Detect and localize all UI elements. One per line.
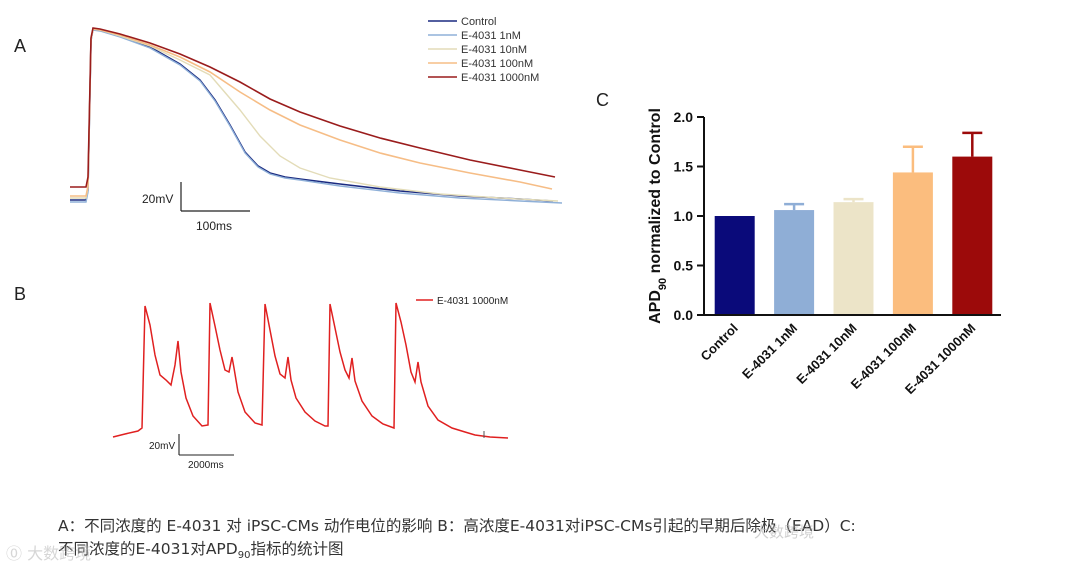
legend-a-label-1000nm: E-4031 1000nM	[461, 72, 539, 84]
y-axis-title-rest: normalized to Control	[647, 108, 664, 278]
panel-b-legend: E-4031 1000nM	[416, 296, 508, 307]
legend-a-label-1nm: E-4031 1nM	[461, 30, 521, 42]
y-tick-label-3: 1.5	[674, 159, 694, 175]
y-tick-label-4: 2.0	[674, 109, 694, 125]
bar-1	[774, 210, 815, 315]
panel-a-scale-bar: 20mV 100ms	[142, 182, 250, 233]
panel-c-letter: C	[596, 90, 609, 110]
watermark-right: 大数跨境	[754, 523, 815, 541]
bar-layer	[714, 131, 993, 315]
panel-a-traces	[70, 27, 563, 204]
caption-line-1: A：不同浓度的 E-4031 对 iPSC-CMs 动作电位的影响 B：高浓度E…	[58, 517, 856, 535]
trace-b-1000nm	[112, 302, 509, 439]
legend-a-label-control: Control	[461, 16, 496, 28]
legend-a-label-100nm: E-4031 100nM	[461, 58, 533, 70]
y-tick-label-1: 0.5	[674, 258, 694, 274]
panel-b-scale-bar: 20mV 2000ms	[149, 434, 234, 471]
panel-a-letter: A	[14, 36, 26, 56]
caption-line-2-pre: 不同浓度的E-4031对APD	[58, 540, 238, 558]
x-tick-label-2: E-4031 10nM	[793, 321, 859, 387]
watermark-left: ⓪ 大数跨境	[6, 544, 92, 563]
bar-3	[892, 172, 933, 315]
panel-b-scale-voltage: 20mV	[149, 441, 175, 452]
bar-0	[714, 216, 755, 315]
panel-a-legend: Control E-4031 1nM E-4031 10nM E-4031 10…	[428, 16, 539, 84]
caption-line-2-post: 指标的统计图	[250, 540, 344, 558]
y-axis-title-main: APD	[647, 290, 664, 324]
legend-a-label-10nm: E-4031 10nM	[461, 44, 527, 56]
caption-line-2-sub: 90	[237, 550, 251, 562]
x-tick-label-1: E-4031 1nM	[739, 321, 800, 382]
panel-b-scale-time: 2000ms	[188, 460, 224, 471]
caption-line-2: 不同浓度的E-4031对APD90指标的统计图	[58, 538, 1068, 567]
y-axis-title-subscript: 90	[657, 278, 669, 290]
figure-caption: A：不同浓度的 E-4031 对 iPSC-CMs 动作电位的影响 B：高浓度E…	[58, 515, 1068, 567]
trace-a-1000nm	[70, 27, 556, 188]
panel-a-scale-time: 100ms	[196, 219, 232, 233]
bar-2	[833, 202, 874, 315]
y-tick-label-0: 0.0	[674, 307, 694, 323]
y-tick-layer: 0.0 0.5 1.0 1.5 2.0	[674, 109, 704, 323]
y-tick-label-2: 1.0	[674, 208, 694, 224]
panel-a-scale-voltage: 20mV	[142, 192, 173, 206]
y-axis-title: APD90 normalized to Control	[647, 108, 669, 324]
x-tick-label-0: Control	[698, 321, 741, 364]
legend-b-label: E-4031 1000nM	[437, 296, 508, 307]
bar-4	[952, 156, 993, 315]
panel-b-letter: B	[14, 284, 26, 304]
